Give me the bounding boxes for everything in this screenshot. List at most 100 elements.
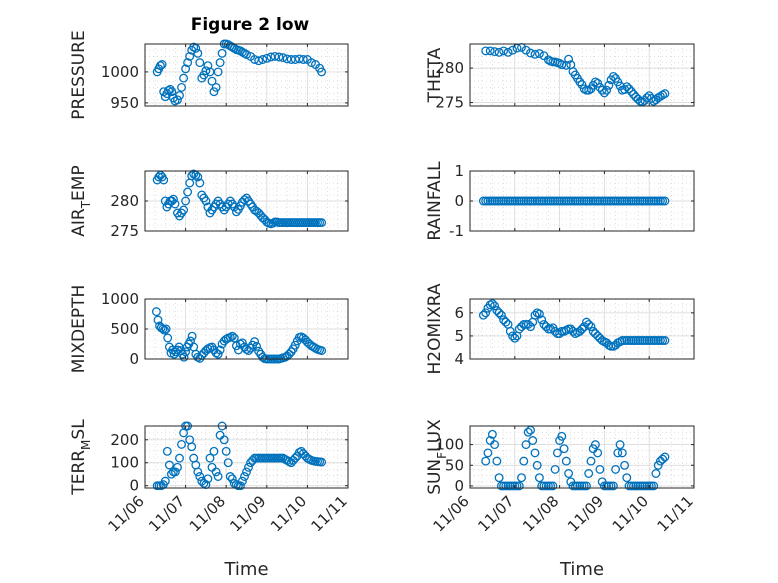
data-point xyxy=(483,448,493,458)
data-point xyxy=(584,85,594,95)
data-point xyxy=(487,299,497,309)
ytick-label: 1000 xyxy=(101,63,139,81)
data-point xyxy=(160,325,169,335)
data-point xyxy=(209,87,219,97)
data-point xyxy=(481,308,491,318)
data-point xyxy=(242,344,251,354)
data-point xyxy=(602,85,612,95)
data-point xyxy=(658,454,668,464)
panel-air_temp: 275 280 AIRTEMP xyxy=(69,165,349,240)
data-point xyxy=(582,317,591,327)
series-markers xyxy=(478,196,670,206)
data-point xyxy=(485,46,495,56)
data-point xyxy=(561,456,571,466)
data-point xyxy=(620,460,630,470)
data-point xyxy=(611,464,621,474)
data-point xyxy=(183,187,193,197)
data-point xyxy=(213,472,223,481)
data-point xyxy=(179,352,189,362)
y-axis-label: MIXDEPTH xyxy=(69,285,89,374)
ytick-label: 50 xyxy=(445,456,464,474)
data-point xyxy=(593,331,603,341)
data-point xyxy=(597,85,607,95)
data-point xyxy=(179,205,189,215)
data-point xyxy=(584,469,594,478)
data-point xyxy=(151,307,161,317)
data-point xyxy=(559,444,569,454)
data-point xyxy=(514,481,524,491)
data-point xyxy=(499,46,509,56)
data-point xyxy=(244,462,253,472)
series-markers xyxy=(481,42,670,107)
data-point xyxy=(481,456,491,466)
data-point xyxy=(175,453,184,463)
data-point xyxy=(262,53,272,63)
y-axis-label: PRESSURE xyxy=(69,30,89,119)
data-point xyxy=(615,440,625,450)
data-point xyxy=(187,331,197,341)
ytick-label: 950 xyxy=(110,94,139,112)
data-point xyxy=(517,473,526,483)
data-point xyxy=(550,326,560,336)
data-point xyxy=(177,82,186,92)
data-point xyxy=(555,436,565,445)
data-point xyxy=(205,453,215,463)
data-point xyxy=(173,462,182,472)
data-point xyxy=(582,481,591,491)
ytick-label: 0 xyxy=(129,350,139,368)
data-point xyxy=(593,448,603,458)
data-point xyxy=(165,84,175,94)
data-point xyxy=(221,446,231,456)
data-point xyxy=(613,448,623,458)
axes-box xyxy=(144,425,349,489)
data-point xyxy=(490,47,500,57)
data-point xyxy=(270,51,280,61)
panel-mixdepth: 0 500 1000 MIXDEPTH xyxy=(69,285,349,374)
data-point xyxy=(154,172,164,182)
data-point xyxy=(213,67,223,77)
data-point xyxy=(564,469,574,478)
data-point xyxy=(505,326,515,336)
data-point xyxy=(185,51,195,61)
data-point xyxy=(258,55,268,64)
data-point xyxy=(530,310,540,320)
data-point xyxy=(651,469,661,478)
data-point xyxy=(503,47,513,57)
data-point xyxy=(534,49,544,59)
data-point xyxy=(521,45,531,55)
data-point xyxy=(508,45,518,55)
data-point xyxy=(646,93,656,103)
data-point xyxy=(532,460,542,470)
data-point xyxy=(290,453,300,463)
data-point xyxy=(622,82,632,92)
y-axis-label: TERRMSL xyxy=(69,419,93,496)
ytick-label: 500 xyxy=(110,320,139,338)
data-point xyxy=(201,196,211,206)
data-point xyxy=(586,322,596,332)
data-point xyxy=(242,467,251,477)
data-point xyxy=(530,49,540,59)
data-point xyxy=(608,481,618,491)
axes-box xyxy=(469,43,695,107)
data-point xyxy=(586,456,596,466)
series-markers xyxy=(151,307,327,364)
series-markers xyxy=(481,425,670,491)
data-point xyxy=(223,458,233,468)
data-point xyxy=(590,329,600,339)
data-point xyxy=(170,467,180,477)
ytick-label: 275 xyxy=(110,222,139,240)
data-point xyxy=(541,322,551,332)
data-point xyxy=(490,301,500,311)
ytick-label: 1 xyxy=(454,162,464,180)
data-point xyxy=(494,47,504,57)
data-point xyxy=(317,218,327,228)
data-point xyxy=(164,460,174,470)
data-point xyxy=(510,333,520,343)
figure-title: Figure 2 low xyxy=(191,15,310,35)
data-point xyxy=(490,440,500,450)
data-point xyxy=(590,77,600,87)
ytick-label: 280 xyxy=(435,59,464,77)
data-point xyxy=(588,326,598,336)
data-point xyxy=(175,91,184,100)
